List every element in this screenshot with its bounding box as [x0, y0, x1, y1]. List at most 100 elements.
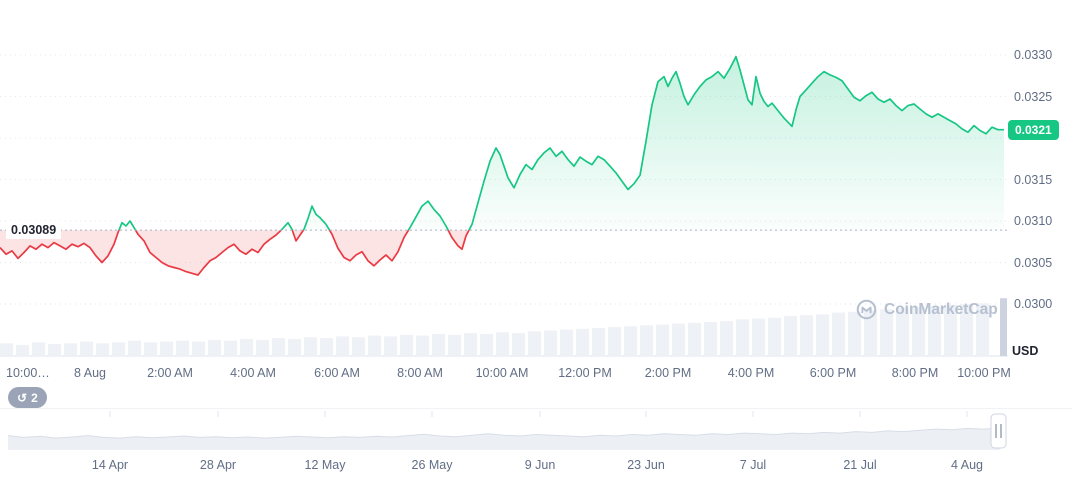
- volume-bar: [928, 305, 941, 356]
- volume-bar: [752, 318, 765, 356]
- volume-bar: [784, 316, 797, 356]
- volume-bar: [224, 340, 237, 356]
- x-axis-tick-label: 2:00 AM: [147, 366, 193, 380]
- minimap-date-label: 4 Aug: [951, 458, 983, 472]
- volume-bar: [976, 303, 989, 356]
- minimap-date-label: 7 Jul: [739, 458, 767, 472]
- price-chart-canvas[interactable]: [0, 0, 1072, 410]
- x-axis-tick-label: 10:00 AM: [475, 366, 529, 380]
- volume-bar: [304, 337, 317, 356]
- volume-bar: [544, 330, 557, 356]
- volume-bar: [912, 306, 925, 356]
- volume-bar: [432, 333, 445, 356]
- x-axis-tick-label: 12:00 PM: [558, 366, 612, 380]
- volume-bar: [512, 333, 525, 357]
- x-axis-tick-label: 6:00 AM: [314, 366, 360, 380]
- volume-bar: [272, 338, 285, 356]
- watermark-text: CoinMarketCap: [884, 300, 998, 318]
- volume-bar: [416, 335, 429, 356]
- volume-bar: [608, 327, 621, 356]
- volume-bar: [384, 336, 397, 356]
- minimap-date-label: 28 Apr: [199, 458, 237, 472]
- volume-bar: [208, 339, 221, 356]
- volume-bar: [448, 334, 461, 357]
- volume-bar: [640, 325, 653, 356]
- volume-bar: [496, 332, 509, 356]
- section-divider: [0, 408, 1072, 409]
- x-axis-tick-label: 2:00 PM: [644, 366, 692, 380]
- x-axis-tick-label: 8 Aug: [74, 366, 106, 380]
- minimap-date-label: 21 Jul: [843, 458, 877, 472]
- price-line-below-baseline: [0, 230, 470, 276]
- volume-bar: [256, 339, 269, 356]
- volume-bar: [368, 335, 381, 356]
- minimap-line: [7, 427, 1001, 439]
- volume-bar: [864, 310, 877, 356]
- volume-bar: [656, 324, 669, 356]
- y-axis-tick-label: 0.0330: [1014, 48, 1053, 62]
- volume-bar: [352, 337, 365, 356]
- minimap-date-label: 12 May: [304, 458, 346, 472]
- volume-bar: [576, 328, 589, 356]
- minimap-date-label: 26 May: [411, 458, 453, 472]
- volume-bar: [144, 342, 157, 356]
- y-axis-tick-label: 0.0310: [1014, 214, 1053, 228]
- volume-bar: [112, 342, 125, 356]
- red-area-fill: [0, 230, 469, 275]
- coinmarketcap-watermark: CoinMarketCap: [856, 299, 998, 320]
- volume-bar: [624, 326, 637, 356]
- volume-bar: [0, 343, 13, 357]
- x-axis-tick-label: 10:00…: [6, 366, 50, 380]
- volume-bar: [592, 327, 605, 356]
- y-axis-unit-label: USD: [1012, 344, 1039, 358]
- volume-bar: [240, 339, 253, 356]
- volume-bar: [32, 342, 45, 356]
- volume-bar: [704, 322, 717, 356]
- volume-bar: [848, 311, 861, 356]
- volume-bar: [1000, 298, 1007, 356]
- volume-bar: [960, 304, 973, 356]
- y-axis-tick-label: 0.0305: [1014, 256, 1053, 270]
- history-replay-badge[interactable]: ↺ 2: [8, 387, 47, 408]
- history-icon: ↺: [17, 390, 28, 405]
- range-selector-minimap[interactable]: [0, 409, 1072, 455]
- volume-bar: [800, 315, 813, 356]
- x-axis-tick-label: 8:00 PM: [891, 366, 939, 380]
- coinmarketcap-logo-icon: [856, 299, 877, 320]
- baseline-price-label: 0.03089: [6, 221, 62, 239]
- minimap-area: [8, 427, 1000, 450]
- x-axis-tick-label: 4:00 PM: [727, 366, 775, 380]
- volume-bar: [128, 340, 141, 356]
- volume-bar: [48, 344, 61, 356]
- volume-bar: [160, 341, 173, 357]
- volume-bar: [896, 307, 909, 356]
- minimap-date-label: 23 Jun: [627, 458, 665, 472]
- volume-bar: [192, 341, 205, 357]
- y-axis-tick-label: 0.0300: [1014, 297, 1053, 311]
- volume-bar: [672, 323, 685, 356]
- volume-bar: [96, 343, 109, 357]
- volume-bar: [816, 314, 829, 356]
- x-axis-tick-label: 10:00 PM: [957, 366, 1011, 380]
- y-axis-tick-label: 0.0315: [1014, 173, 1053, 187]
- volume-bar: [176, 340, 189, 356]
- volume-bar: [560, 329, 573, 356]
- volume-bar: [80, 341, 93, 357]
- volume-bar: [480, 333, 493, 356]
- volume-bar: [16, 344, 29, 356]
- current-price-badge: 0.0321: [1008, 120, 1059, 140]
- volume-bar: [464, 333, 477, 357]
- x-axis-tick-label: 6:00 PM: [809, 366, 857, 380]
- minimap-date-label: 9 Jun: [524, 458, 556, 472]
- price-line-above-baseline: [118, 55, 1004, 231]
- volume-bar: [288, 339, 301, 356]
- volume-bar: [736, 319, 749, 356]
- volume-bar: [64, 343, 77, 357]
- x-axis-tick-label: 8:00 AM: [397, 366, 443, 380]
- volume-bar: [768, 317, 781, 357]
- volume-bar: [320, 338, 333, 356]
- volume-bar: [944, 305, 957, 356]
- history-count: 2: [31, 390, 38, 405]
- minimap-handle[interactable]: [990, 413, 1007, 449]
